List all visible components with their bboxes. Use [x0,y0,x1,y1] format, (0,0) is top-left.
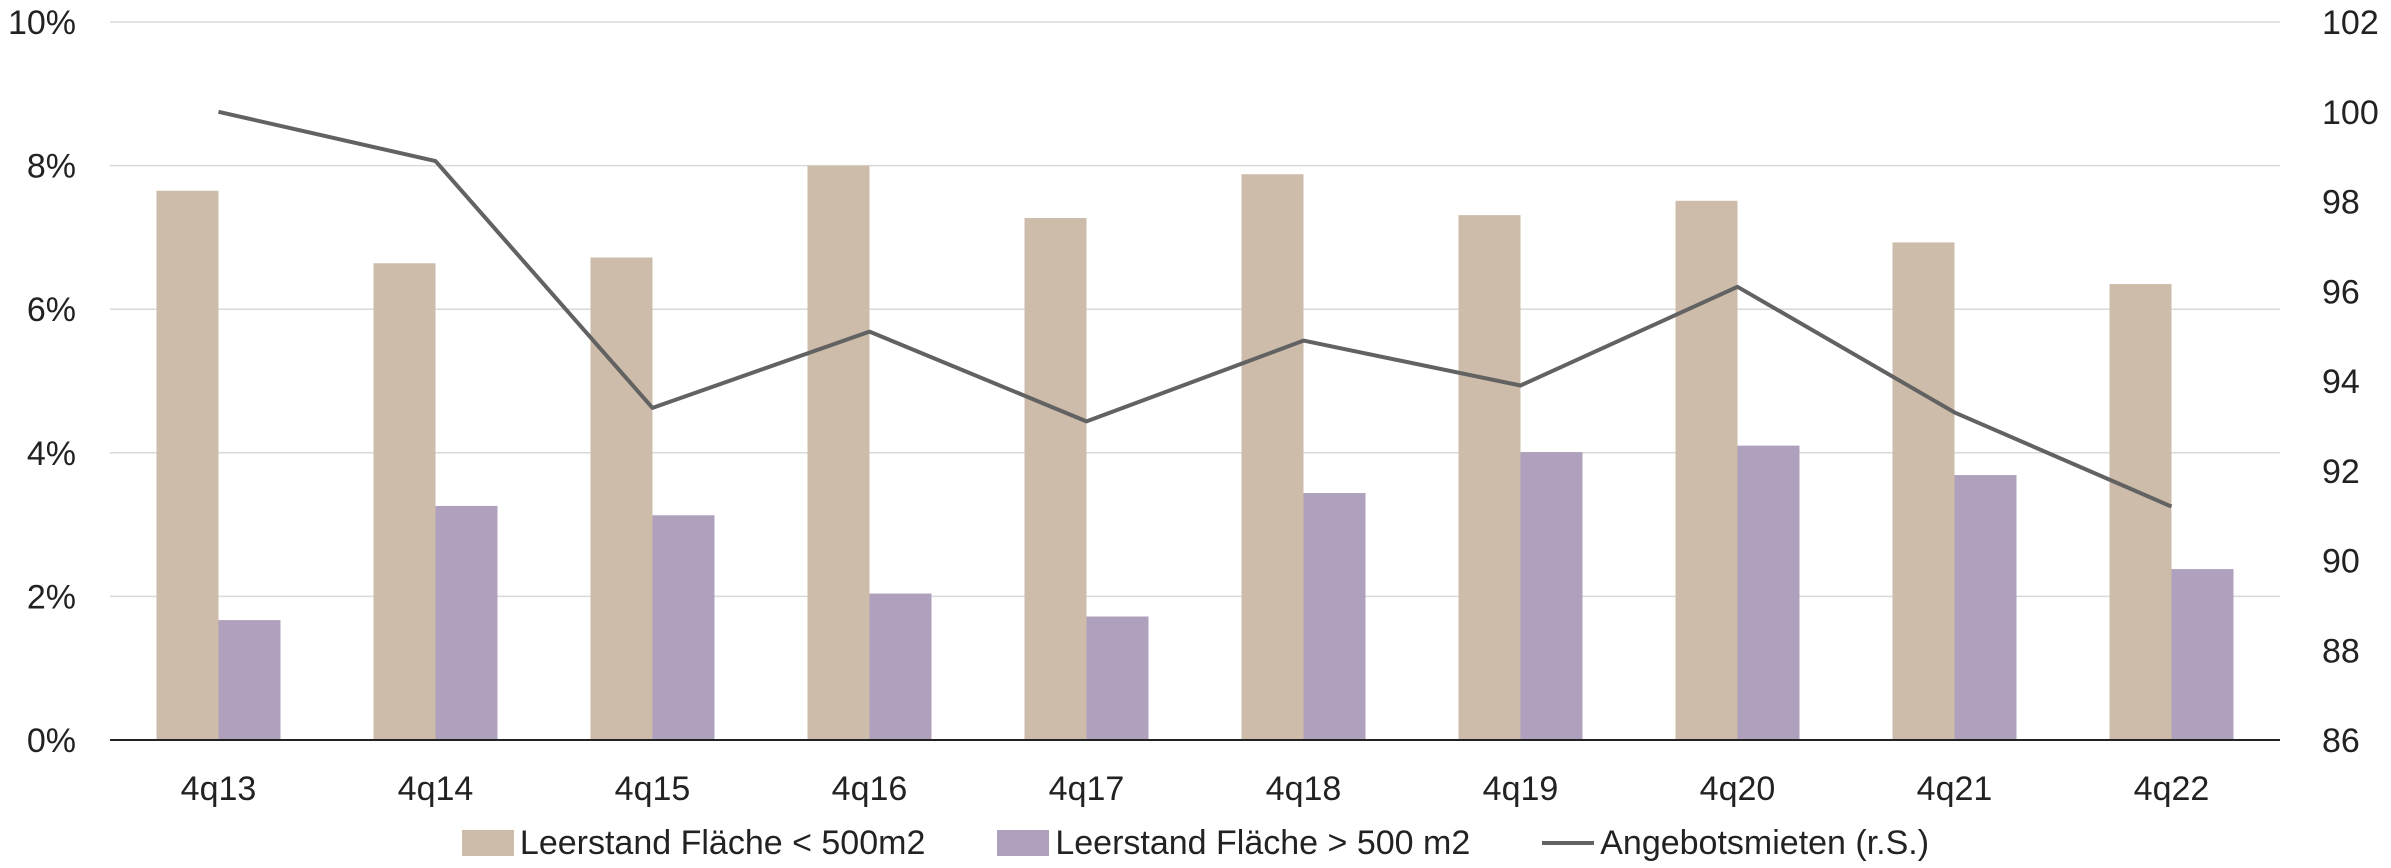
legend-item-rents: Angebotsmieten (r.S.) [1542,824,1929,863]
bar-small-area [373,263,436,740]
y-left-tick-label: 8% [27,148,76,186]
y-right-tick-label: 86 [2322,722,2360,760]
bar-large-area [218,620,281,740]
x-tick-label: 4q15 [615,770,691,808]
bars [156,165,2234,741]
bar-small-area [1241,174,1304,740]
legend-label-small-area: Leerstand Fläche < 500m2 [519,823,926,862]
y-left-tick-label: 10% [8,4,76,42]
y-right-tick-label: 98 [2322,184,2360,222]
legend-swatch-small-area [461,830,514,856]
legend-item-small-area: Leerstand Fläche < 500m2 [461,823,926,863]
bar-large-area [1086,616,1149,740]
x-tick-label: 4q18 [1266,770,1342,808]
y-right-tick-label: 96 [2322,273,2360,311]
bar-small-area [156,190,219,741]
bar-large-area [652,515,715,740]
y-left-tick-label: 6% [27,291,76,329]
x-tick-label: 4q13 [181,770,257,808]
x-tick-label: 4q21 [1917,770,1993,808]
bar-small-area [590,257,653,740]
bar-large-area [1520,452,1583,740]
chart-canvas: 0% 2% 4% 6% 8% 10% 86 88 90 92 94 96 98 100 102 4q13 4q1… [8,4,2379,808]
y-right-tick-label: 102 [2322,4,2379,42]
y-left-tick-label: 4% [27,435,76,473]
y-right-tick-label: 88 [2322,632,2360,670]
bar-small-area [1458,215,1521,741]
y-right-tick-label: 94 [2322,363,2360,401]
legend-item-large-area: Leerstand Fläche > 500 m2 [997,824,1470,863]
x-tick-label: 4q14 [398,770,474,808]
bar-large-area [2171,569,2234,740]
legend-label-large-area: Leerstand Fläche > 500 m2 [1055,823,1471,862]
bar-large-area [869,593,932,740]
x-tick-label: 4q20 [1700,770,1776,808]
legend-label-rents: Angebotsmieten (r.S.) [1600,823,1930,862]
bar-large-area [1737,445,1800,740]
bar-small-area [2109,284,2172,740]
y-right-tick-label: 90 [2322,543,2360,581]
x-tick-label: 4q17 [1049,770,1125,808]
bar-small-area [1024,218,1087,740]
axes: 0% 2% 4% 6% 8% 10% 86 88 90 92 94 96 98 100 102 4q13 4q1… [8,4,2379,808]
x-tick-label: 4q19 [1483,770,1559,808]
bar-small-area [807,165,870,741]
y-right-tick-label: 92 [2322,453,2360,491]
y-right-tick-label: 100 [2322,94,2379,132]
legend-swatch-large-area [997,830,1050,856]
line-series [218,109,2173,509]
line-rents [218,109,2173,509]
bar-large-area [1954,475,2017,740]
legend-swatch-rents [1542,841,1595,845]
y-left-tick-label: 0% [27,722,76,760]
y-left-tick-label: 2% [27,578,76,616]
bar-small-area [1675,200,1738,741]
bar-small-area [1892,242,1955,740]
x-tick-label: 4q16 [832,770,908,808]
x-tick-label: 4q22 [2134,770,2210,808]
bar-large-area [435,505,498,740]
legend: Leerstand Fläche < 500m2 Leerstand Fläch… [0,818,2391,868]
bar-large-area [1303,493,1366,740]
